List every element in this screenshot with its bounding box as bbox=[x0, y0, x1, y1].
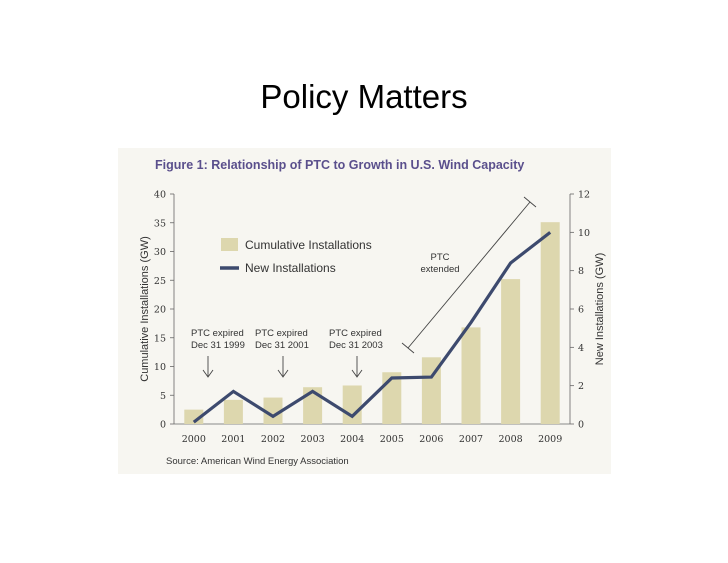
annotation-text: Dec 31 1999 bbox=[191, 340, 245, 351]
right-tick-label: 2 bbox=[578, 381, 584, 392]
left-tick-label: 0 bbox=[160, 420, 166, 431]
bar bbox=[421, 357, 441, 424]
left-tick-label: 20 bbox=[154, 305, 166, 316]
annotation-text: Dec 31 2001 bbox=[255, 340, 309, 351]
series-line bbox=[192, 231, 552, 424]
bar-series bbox=[184, 222, 560, 424]
bar bbox=[501, 279, 521, 424]
right-tick-label: 6 bbox=[578, 305, 584, 316]
annotation-text: PTC expired bbox=[329, 328, 382, 339]
figure-title: Figure 1: Relationship of PTC to Growth … bbox=[155, 158, 524, 172]
right-tick-label: 12 bbox=[578, 190, 590, 201]
annotation-arrow-head bbox=[351, 369, 363, 378]
x-tick-label: 2006 bbox=[419, 434, 443, 445]
annotation-text: PTC expired bbox=[191, 328, 244, 339]
figure-panel: Figure 1: Relationship of PTC to Growth … bbox=[118, 148, 611, 474]
legend: Cumulative Installations New Installation… bbox=[220, 238, 372, 275]
x-tick-label: 2004 bbox=[340, 434, 364, 445]
y-axis-right-label: New Installations (GW) bbox=[594, 253, 606, 365]
right-tick-label: 4 bbox=[578, 343, 584, 354]
bar bbox=[461, 327, 481, 424]
source-note: Source: American Wind Energy Association bbox=[166, 456, 349, 467]
right-tick-label: 0 bbox=[578, 420, 584, 431]
annotation-arrow-head bbox=[202, 369, 214, 378]
left-tick-label: 5 bbox=[160, 391, 166, 402]
left-tick-label: 25 bbox=[154, 276, 166, 287]
right-tick-label: 8 bbox=[578, 266, 584, 277]
right-tick-label: 10 bbox=[578, 228, 590, 239]
bar bbox=[223, 399, 243, 424]
x-tick-label: 2007 bbox=[459, 434, 483, 445]
left-tick-label: 40 bbox=[154, 190, 166, 201]
annotation-arrow-head bbox=[277, 369, 289, 378]
chart: Figure 1: Relationship of PTC to Growth … bbox=[139, 158, 606, 467]
left-tick-label: 30 bbox=[154, 247, 166, 258]
annotation-text: Dec 31 2003 bbox=[329, 340, 383, 351]
x-tick-label: 2002 bbox=[261, 434, 285, 445]
left-tick-label: 15 bbox=[154, 333, 166, 344]
legend-bar-label: Cumulative Installations bbox=[245, 238, 372, 252]
slide-title: Policy Matters bbox=[260, 78, 468, 115]
legend-bar-swatch bbox=[221, 238, 238, 251]
annotation-text: PTC bbox=[431, 252, 450, 263]
ptc-extended-bracket-line bbox=[407, 201, 531, 349]
bar bbox=[263, 397, 283, 424]
bar bbox=[540, 222, 560, 424]
legend-line-label: New Installations bbox=[245, 261, 336, 275]
x-tick-label: 2005 bbox=[380, 434, 404, 445]
x-tick-label: 2003 bbox=[301, 434, 325, 445]
x-tick-label: 2009 bbox=[538, 434, 562, 445]
left-tick-label: 35 bbox=[154, 218, 166, 229]
annotation-text: PTC expired bbox=[255, 328, 308, 339]
y-axis-left-label: Cumulative Installations (GW) bbox=[139, 236, 151, 382]
bar bbox=[303, 387, 323, 424]
bar bbox=[382, 372, 402, 424]
left-tick-label: 10 bbox=[154, 362, 166, 373]
line-series bbox=[192, 231, 552, 424]
ptc-extended-bracket-end bbox=[401, 342, 415, 354]
axes: 0 5 10 15 20 25 30 35 40 0 2 4 6 8 10 12 2000 2001 2002 200… bbox=[139, 190, 606, 446]
x-tick-label: 2001 bbox=[221, 434, 245, 445]
x-tick-label: 2000 bbox=[182, 434, 206, 445]
annotation-text: extended bbox=[420, 264, 459, 275]
x-tick-label: 2008 bbox=[499, 434, 523, 445]
ptc-extended-bracket-end bbox=[523, 196, 537, 208]
